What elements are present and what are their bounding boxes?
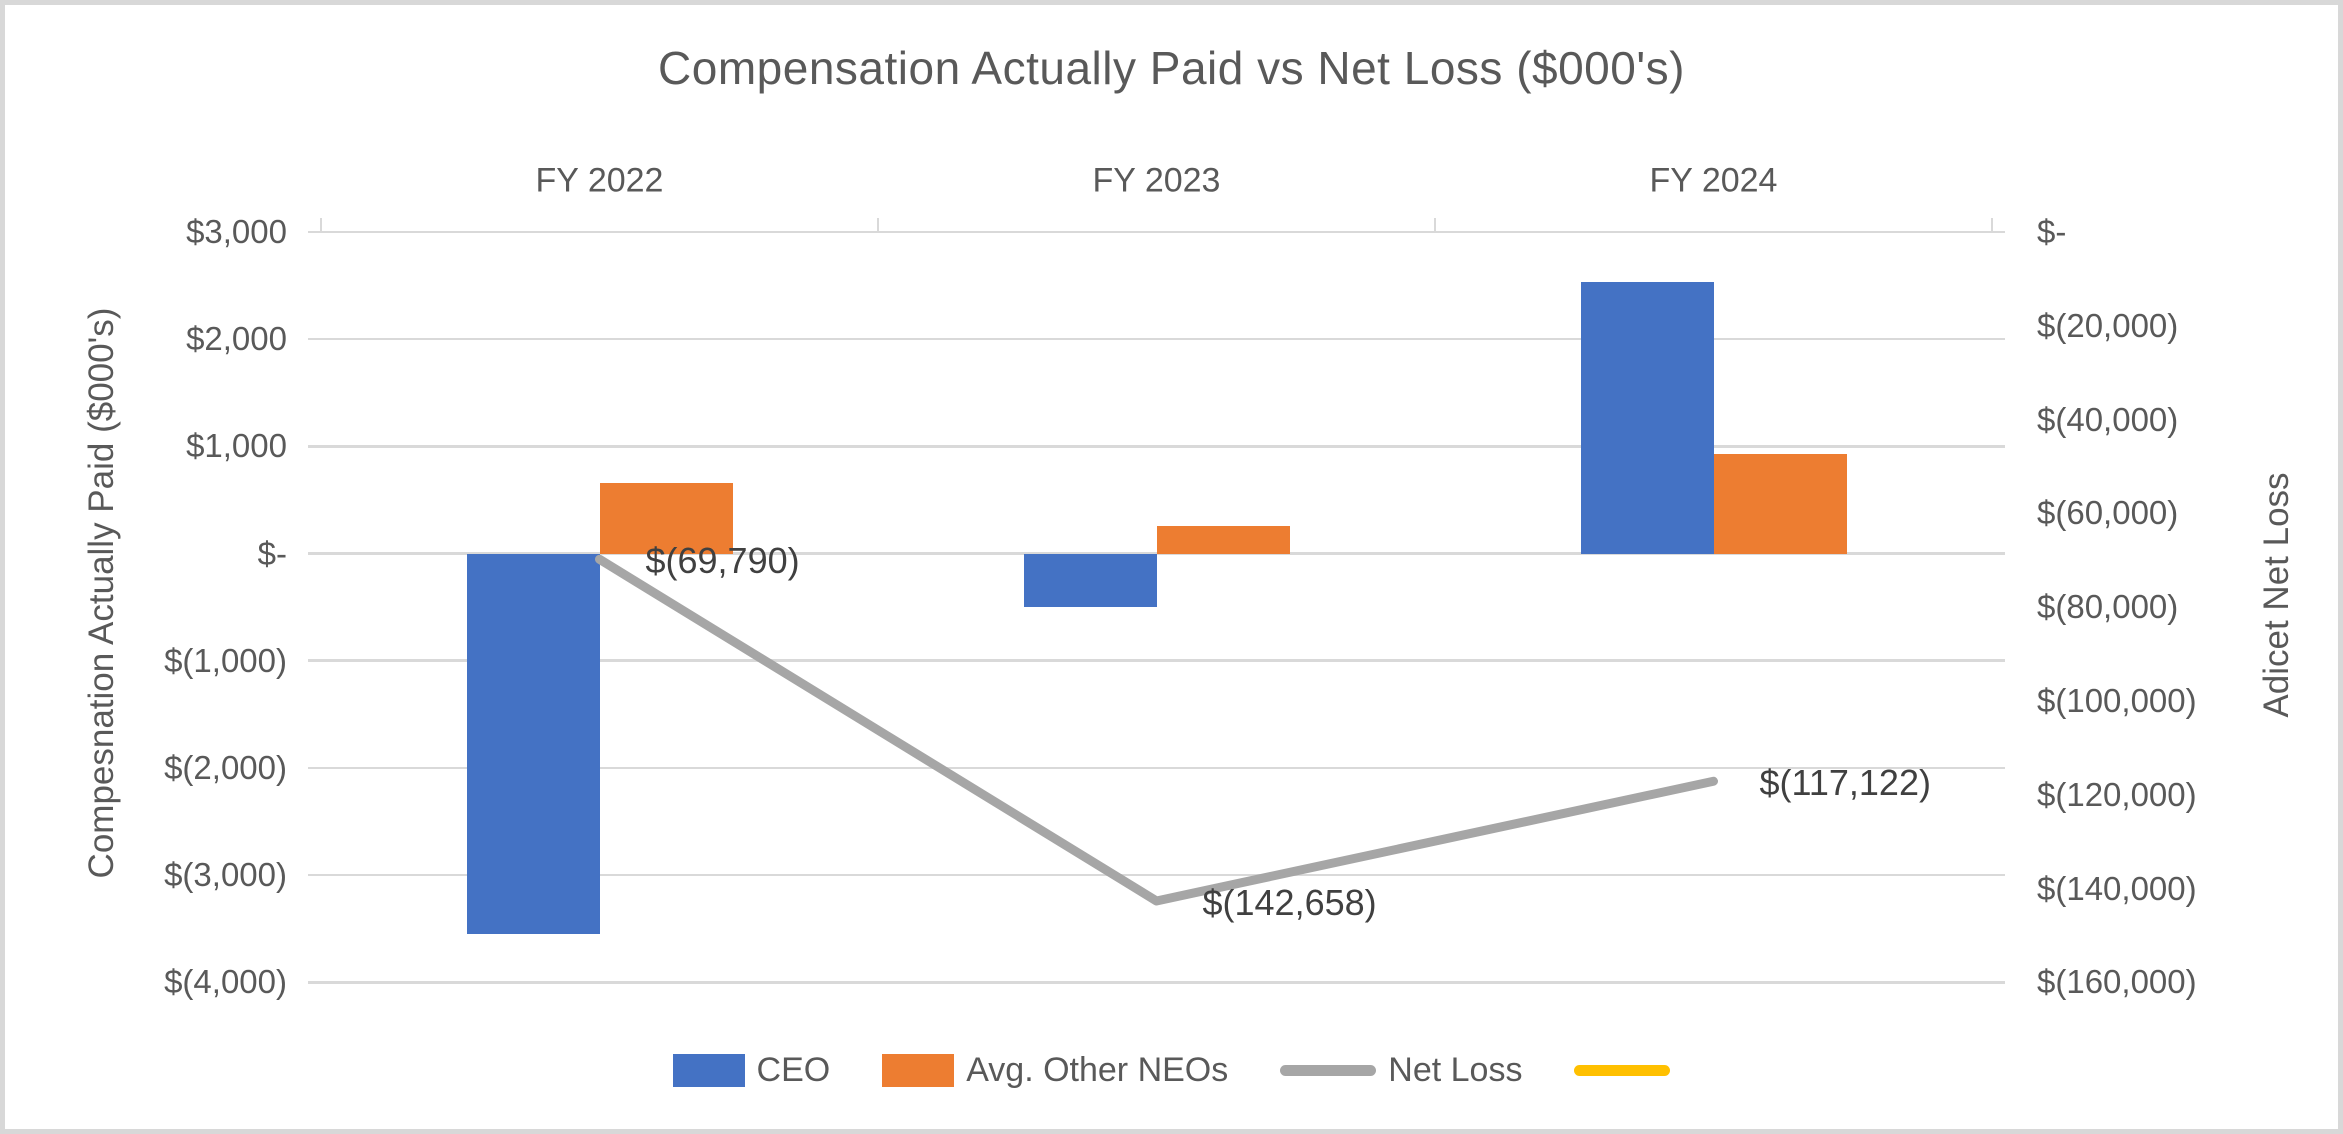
legend-label: Net Loss <box>1388 1050 1523 1089</box>
right-axis-tick <box>1992 230 2005 234</box>
left-axis-tick <box>308 552 321 555</box>
left-axis-tick <box>308 873 321 877</box>
right-axis-tick <box>1992 445 2005 448</box>
net-loss-data-label: $(69,790) <box>645 540 800 582</box>
left-axis-tick-label: $(3,000) <box>164 856 287 894</box>
legend-label: CEO <box>756 1050 831 1089</box>
h-gridline <box>321 981 1992 984</box>
category-boundary-tick <box>1433 218 1437 232</box>
left-axis-tick <box>308 445 321 448</box>
h-gridline <box>321 659 1992 663</box>
left-axis-tick-label: $1,000 <box>186 427 287 465</box>
right-axis-tick-label: $(120,000) <box>2037 775 2197 813</box>
h-gridline <box>321 552 1992 555</box>
left-axis-tick-label: $- <box>257 534 287 572</box>
right-axis-tick <box>1992 552 2005 555</box>
left-axis-tick-label: $(2,000) <box>164 748 287 786</box>
right-axis-tick <box>1992 873 2005 877</box>
right-axis-tick-label: $(60,000) <box>2037 494 2179 532</box>
legend-label: Avg. Other NEOs <box>966 1050 1229 1089</box>
category-label: FY 2024 <box>1649 161 1778 200</box>
legend-item-ceo: CEO <box>672 1050 831 1090</box>
right-axis-tick-label: $- <box>2037 213 2067 250</box>
left-axis-tick <box>308 659 321 663</box>
right-axis-tick-label: $(160,000) <box>2037 963 2197 1001</box>
legend-swatch-icon <box>672 1053 745 1087</box>
right-axis-tick-label: $(140,000) <box>2037 869 2197 907</box>
right-axis-tick <box>1992 766 2005 770</box>
right-axis-tick-label: $(100,000) <box>2037 681 2197 719</box>
bar-avg-other-neos <box>1713 454 1847 554</box>
left-axis-tick-label: $(4,000) <box>164 963 287 1001</box>
net-loss-data-label: $(142,658) <box>1202 881 1377 923</box>
category-boundary-tick <box>876 218 880 232</box>
left-axis-tick <box>308 766 321 770</box>
legend: CEO Avg. Other NEOs Net Loss <box>5 1043 2338 1097</box>
bar-ceo <box>1580 282 1714 554</box>
right-axis-tick <box>1992 981 2005 984</box>
left-axis-tick <box>308 230 321 234</box>
right-axis-tick-label: $(80,000) <box>2037 588 2179 626</box>
legend-item-net-loss: Net Loss <box>1280 1051 1522 1090</box>
left-axis-tick-label: $3,000 <box>186 213 287 250</box>
h-gridline <box>321 230 1992 234</box>
left-axis-tick-label: $(1,000) <box>164 641 287 679</box>
left-axis-tick <box>308 337 321 341</box>
category-boundary-tick <box>319 218 323 232</box>
bar-ceo <box>1023 553 1157 608</box>
h-gridline <box>321 873 1992 877</box>
bar-avg-other-neos <box>599 482 733 554</box>
h-gridline <box>321 337 1992 341</box>
net-loss-data-label: $(117,122) <box>1759 762 1931 804</box>
category-label: FY 2022 <box>535 161 664 200</box>
legend-item-unlabeled <box>1574 1064 1671 1076</box>
right-axis-tick <box>1992 659 2005 663</box>
legend-line-icon <box>1280 1064 1377 1076</box>
right-axis-tick-label: $(20,000) <box>2037 306 2179 344</box>
h-gridline <box>321 445 1992 448</box>
legend-swatch-icon <box>882 1053 955 1087</box>
right-axis-tick-label: $(40,000) <box>2037 400 2179 438</box>
bar-ceo <box>466 553 600 935</box>
category-label: FY 2023 <box>1092 161 1221 200</box>
bar-avg-other-neos <box>1156 525 1290 554</box>
legend-item-avg-other-neos: Avg. Other NEOs <box>882 1051 1228 1090</box>
chart-title: Compensation Actually Paid vs Net Loss (… <box>658 42 1685 94</box>
left-axis-tick <box>308 981 321 984</box>
net-loss-line <box>595 554 1718 906</box>
left-axis-tick-label: $2,000 <box>186 320 287 358</box>
h-gridline <box>321 766 1992 770</box>
category-boundary-tick <box>1990 218 1994 232</box>
right-axis-tick <box>1992 337 2005 341</box>
legend-line-icon <box>1574 1064 1671 1076</box>
